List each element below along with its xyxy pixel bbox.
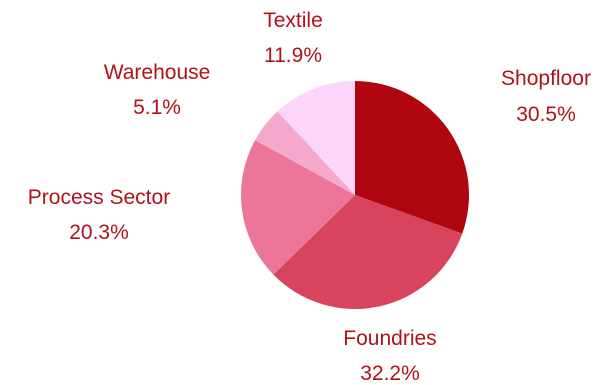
- slice-percent-textile: 11.9%: [264, 44, 322, 67]
- slice-label-foundries: Foundries: [343, 327, 436, 350]
- pie-slice-process-sector: [240, 140, 355, 275]
- pie-slice-shopfloor: [355, 81, 470, 234]
- pie-labels: Shopfloor 30.5% Foundries 32.2% Process Sect…: [28, 9, 591, 385]
- slice-percent-foundries: 32.2%: [360, 362, 420, 385]
- slice-percent-process-sector: 20.3%: [69, 221, 129, 244]
- slice-percent-warehouse: 5.1%: [133, 96, 181, 119]
- pie-slice-foundries: [273, 195, 463, 310]
- pie-slices: [240, 81, 470, 310]
- slice-label-process-sector: Process Sector: [28, 186, 170, 209]
- slice-percent-shopfloor: 30.5%: [516, 103, 576, 126]
- pie-slice-textile: [277, 81, 355, 195]
- slice-label-textile: Textile: [263, 9, 323, 32]
- slice-label-shopfloor: Shopfloor: [501, 67, 591, 90]
- pie-slice-warehouse: [255, 111, 355, 195]
- slice-label-warehouse: Warehouse: [104, 61, 211, 84]
